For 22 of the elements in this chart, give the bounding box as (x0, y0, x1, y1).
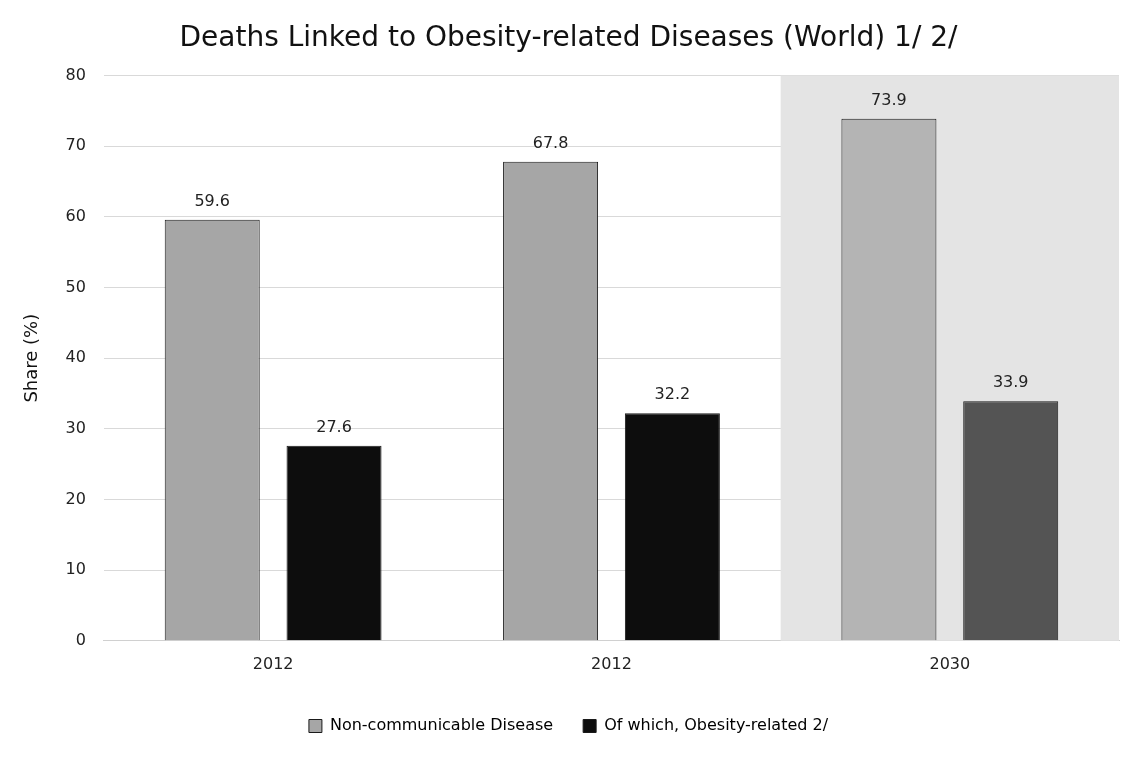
y-tick-label: 30 (65, 418, 86, 438)
y-tick-label: 50 (65, 276, 86, 296)
data-label: 33.9 (992, 372, 1029, 392)
data-label: 27.6 (316, 416, 352, 436)
y-axis-title: Share (%) (20, 313, 42, 403)
y-tick-label: 60 (65, 206, 86, 226)
y-tick-label: 10 (65, 559, 86, 579)
x-tick-label: 2012 (591, 653, 632, 673)
x-tick-label: 2030 (929, 653, 971, 673)
data-label: 67.8 (532, 132, 569, 152)
chart-title: Deaths Linked to Obesity-related Diseases (World) 1/ 2/ (179, 20, 959, 54)
data-label: 73.9 (871, 89, 907, 109)
y-tick-label: 70 (65, 135, 86, 155)
data-label: 32.2 (654, 384, 691, 404)
y-tick-label: 80 (65, 64, 86, 84)
y-tick-label: 20 (65, 488, 86, 508)
y-tick-label: 0 (75, 629, 86, 649)
data-label: 59.6 (194, 190, 231, 210)
legend-label: Of which, Obesity-related 2/ (604, 715, 829, 735)
x-tick-label: 2012 (252, 653, 294, 673)
y-tick-label: 40 (65, 347, 86, 367)
legend-label: Non-communicable Disease (329, 715, 554, 735)
